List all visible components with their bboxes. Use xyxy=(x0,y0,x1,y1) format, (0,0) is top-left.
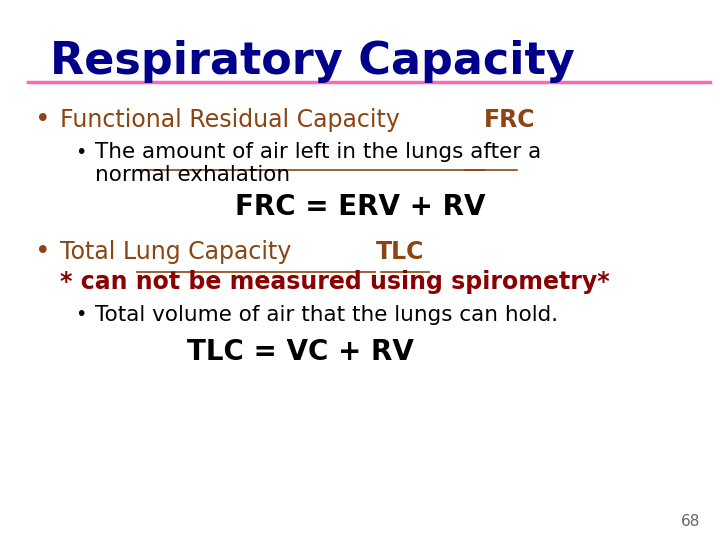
Text: •: • xyxy=(35,239,50,265)
Text: FRC = ERV + RV: FRC = ERV + RV xyxy=(235,193,485,221)
Text: normal exhalation: normal exhalation xyxy=(95,165,290,185)
Text: 68: 68 xyxy=(680,515,700,530)
Text: Functional Residual Capacity: Functional Residual Capacity xyxy=(60,108,408,132)
Text: •: • xyxy=(75,306,86,325)
Text: TLC: TLC xyxy=(375,240,424,264)
Text: Total Lung Capacity: Total Lung Capacity xyxy=(60,240,299,264)
Text: Total volume of air that the lungs can hold.: Total volume of air that the lungs can h… xyxy=(95,305,558,325)
Text: The amount of air left in the lungs after a: The amount of air left in the lungs afte… xyxy=(95,142,541,162)
Text: FRC: FRC xyxy=(484,108,536,132)
Text: •: • xyxy=(75,143,86,161)
Text: •: • xyxy=(35,107,50,133)
Text: Respiratory Capacity: Respiratory Capacity xyxy=(50,40,575,83)
Text: TLC = VC + RV: TLC = VC + RV xyxy=(186,338,413,366)
Text: * can not be measured using spirometry*: * can not be measured using spirometry* xyxy=(60,270,610,294)
